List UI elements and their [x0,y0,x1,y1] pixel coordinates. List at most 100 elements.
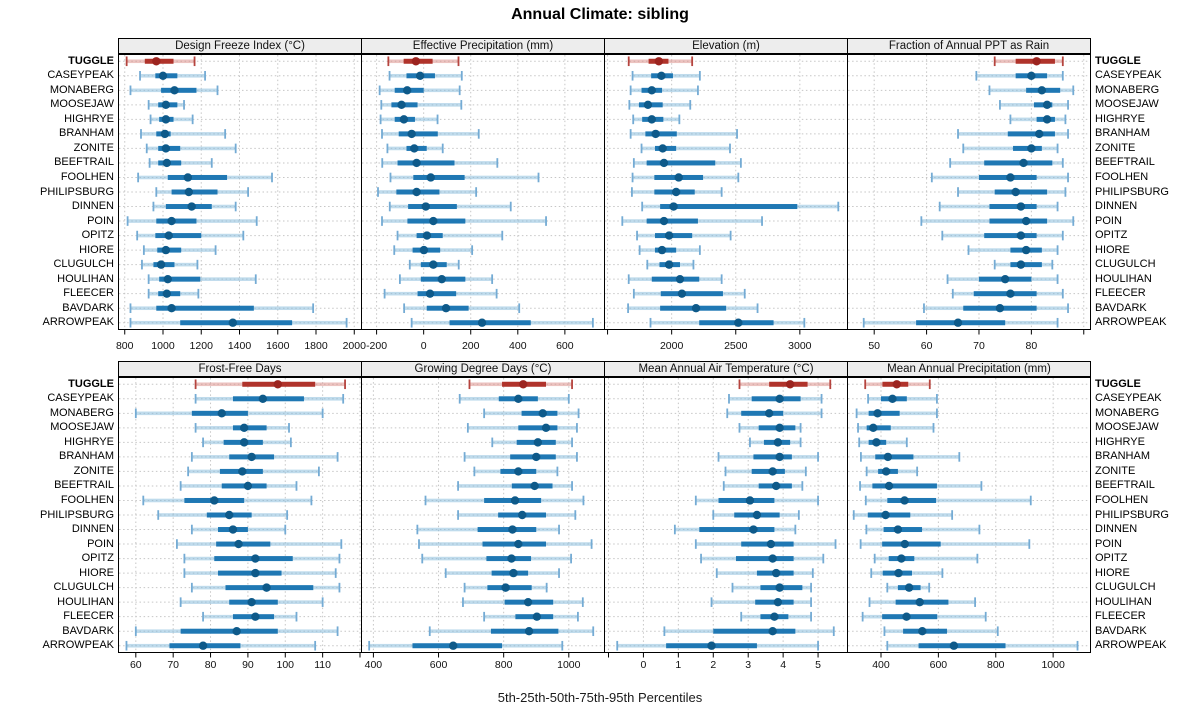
whisker-cap-low [627,303,629,314]
iqr-bar [984,233,1037,239]
median-dot [509,568,518,578]
whisker-cap-high [974,597,976,607]
site-label-left-monaberg-row1: MONABERG [49,406,114,419]
whisker-cap-low [368,640,371,651]
whisker-cap-high [799,437,802,448]
whisker-cap-high [932,423,935,433]
x-tick-label: 5 [815,659,821,671]
percentile-row-philipsburg [852,510,954,520]
whisker-cap-high [317,466,320,477]
x-tick-label: 600 [429,659,448,671]
x-tick-label: 1000 [151,340,175,352]
iqr-bar [654,233,693,239]
site-label-right-opitz-row0: OPITZ [1095,229,1128,242]
percentile-row-branham [629,129,738,139]
whisker-cap-high [295,611,298,622]
iqr-bar [490,628,559,634]
iqr-bar [918,643,1006,649]
median-dot [251,612,260,621]
percentile-row-arrowpeak [886,640,1079,651]
whisker-cap-high [820,393,823,404]
whisker-cap-low [923,303,925,314]
site-label-right-caseypeak-row1: CASEYPEAK [1095,392,1162,405]
panel-header-mean-annual-precipitation-mm: Mean Annual Precipitation (mm) [847,361,1091,377]
median-dot [674,173,683,182]
whisker-cap-high [196,259,199,270]
whisker-cap-high [797,510,800,520]
site-label-left-hiore-row0: HIORE [79,243,114,256]
whisker-cap-low [147,100,150,110]
percentile-row-hiore [715,568,814,578]
whisker-cap-high [570,553,572,564]
iqr-bar [1010,262,1042,268]
whisker-cap-high [720,274,723,284]
whisker-cap-high [342,393,345,404]
x-tick-label: 1000 [1041,659,1065,671]
percentile-row-philipsburg [157,510,289,520]
percentile-row-poin [176,539,343,549]
median-dot [422,231,432,240]
percentile-row-poin [418,539,593,549]
percentile-row-monaberg [629,85,699,96]
percentile-row-fleecer [632,288,746,299]
whisker-cap-low [930,172,933,183]
whisker-cap-low [726,408,729,419]
median-dot [873,409,882,418]
iqr-bar [417,291,457,297]
percentile-row-monaberg [855,408,938,419]
percentile-row-dinnen [388,201,512,212]
iqr-bar [161,87,197,93]
whisker-cap-high [340,539,343,549]
whisker-cap-low [129,303,132,314]
whisker-cap-low [993,56,996,67]
iqr-bar [753,454,792,460]
iqr-bar [408,204,457,210]
median-dot [669,202,678,211]
whisker-cap-low [938,201,941,212]
panel-header-frost-free-days: Frost-Free Days [118,361,362,377]
median-dot [768,467,777,476]
whisker-cap-low [418,539,420,549]
percentile-row-beeftrail [859,481,983,491]
median-dot [775,452,784,462]
percentile-row-hiore [967,245,1059,255]
whisker-cap-high [577,408,580,419]
whisker-cap-low [864,495,867,506]
percentile-row-clugulch [463,582,548,593]
whisker-cap-high [491,274,494,284]
median-dot [1006,289,1015,298]
iqr-bar [232,425,267,431]
whisker-cap-high [1056,245,1059,255]
median-dot [415,71,425,80]
site-label-left-clugulch-row0: CLUGULCH [53,258,114,271]
whisker-cap-low [136,230,139,241]
median-dot [894,568,903,578]
iqr-bar [994,189,1048,195]
percentile-row-dinnen [190,524,287,535]
whisker-band [630,132,738,136]
percentile-row-arrowpeak [649,317,806,328]
median-dot [902,612,911,621]
whisker-cap-high [978,524,981,535]
median-dot [523,597,533,607]
percentile-row-highrye [149,114,194,125]
whisker-cap-low [870,568,873,578]
whisker-band [641,146,730,151]
whisker-cap-low [865,466,868,477]
x-tick-label: 4 [780,659,787,671]
percentile-row-highrye [202,437,292,448]
median-dot [167,216,176,226]
median-dot [410,144,419,153]
whisker-cap-low [632,114,635,125]
whisker-cap-low [458,393,461,404]
whisker-cap-low [387,56,390,67]
whisker-cap-low [421,553,424,564]
panel-header-design-freeze-index-c: Design Freeze Index (°C) [118,38,362,54]
whisker-cap-high [234,201,237,212]
whisker-cap-low [700,553,702,564]
whisker-cap-high [729,143,731,154]
median-dot [1032,57,1041,66]
site-label-right-fleecer-row0: FLEECER [1095,287,1146,300]
whisker-cap-high [592,626,595,637]
median-dot [893,525,903,534]
